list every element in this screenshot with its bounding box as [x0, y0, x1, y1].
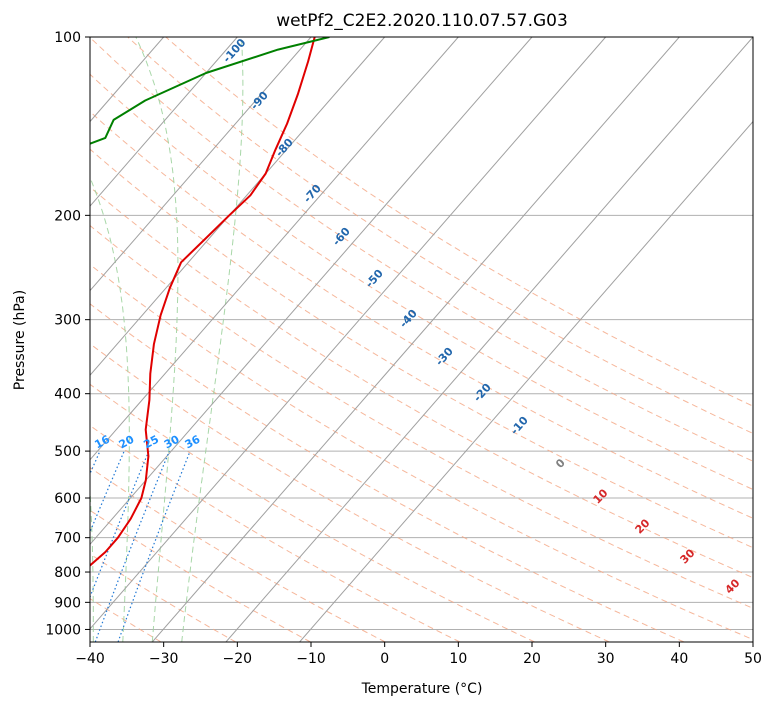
mixing-ratio-label: 8: [24, 434, 37, 449]
x-tick-label: 50: [744, 651, 762, 667]
mixing-ratio-label: 25: [141, 433, 161, 452]
y-axis-label: Pressure (hPa): [12, 290, 28, 390]
y-tick-label: 200: [54, 208, 81, 224]
plot-area: [90, 37, 753, 642]
dry-adiabat: [90, 553, 237, 642]
mixing-ratio-label: 16: [92, 433, 112, 452]
moist-adiabat: [0, 37, 5, 642]
x-tick-label: −20: [223, 651, 253, 667]
plot-frame: [89, 36, 754, 643]
dry-adiabat: [90, 424, 461, 642]
dry-adiabat: [0, 37, 12, 642]
moist-adiabat: [135, 37, 179, 642]
moist-adiabat: [90, 176, 130, 642]
isotherm: [225, 37, 753, 642]
mixing-ratio-line: [94, 450, 170, 642]
y-tick-label: 400: [54, 387, 81, 403]
dry-adiabat: [90, 110, 753, 519]
dry-adiabat: [90, 598, 162, 642]
y-tick-label: 600: [54, 491, 81, 507]
y-tick-label: 300: [54, 313, 81, 329]
axes: −40 −30 −20 −10 0 10 20 30 40 50 100 200 300 400 500 60…: [45, 30, 762, 667]
dry-adiabat: [90, 73, 753, 491]
isotherm: [90, 37, 533, 546]
isotherm: [299, 120, 753, 642]
y-tick-label: 1000: [45, 622, 81, 638]
isotherm: [90, 37, 238, 207]
dry-adiabat: [90, 303, 685, 642]
x-tick-label: 0: [380, 651, 389, 667]
dry-adiabat: [90, 186, 753, 579]
mixing-ratio-line: [0, 451, 51, 642]
dry-adiabat: [90, 148, 753, 549]
moist-adiabat: [181, 37, 244, 642]
moist-adiabat: [90, 482, 94, 642]
moist-adiabat: [0, 37, 64, 642]
isotherm: [90, 37, 459, 461]
y-tick-label: 500: [54, 444, 81, 460]
x-tick-label: 40: [670, 651, 688, 667]
mixing-ratio-label: 30: [162, 433, 182, 452]
y-tick-label: 700: [54, 531, 81, 547]
x-tick-label: −30: [149, 651, 179, 667]
mixing-ratio-line: [0, 451, 28, 642]
y-tick-label: 900: [54, 595, 81, 611]
x-tick-label: −40: [75, 651, 105, 667]
chart-title: wetPf2_C2E2.2020.110.07.57.G03: [276, 11, 568, 31]
isotherm: [90, 37, 607, 630]
temperature-profile-line: [90, 37, 316, 567]
mixing-ratio-label: 20: [117, 433, 137, 452]
x-tick-label: 30: [597, 651, 615, 667]
dry-adiabat: [90, 224, 753, 609]
y-tick-label: 800: [54, 565, 81, 581]
isotherm: [90, 37, 312, 292]
dry-adiabat: [165, 37, 753, 407]
mixing-ratio-label: 36: [183, 433, 203, 452]
isotherm: [151, 37, 680, 642]
x-tick-label: 10: [449, 651, 467, 667]
isotherm: [90, 37, 386, 376]
profile-lines: [90, 37, 330, 567]
background-lines: [0, 37, 753, 642]
dry-adiabat: [90, 37, 753, 462]
x-tick-label: 20: [523, 651, 541, 667]
mixing-ratio-label: 6: [0, 434, 8, 449]
dry-adiabat: [90, 263, 753, 641]
x-tick-label: −10: [296, 651, 326, 667]
dry-adiabat: [90, 383, 535, 642]
x-axis-label: Temperature (°C): [361, 681, 483, 697]
y-tick-label: 100: [54, 30, 81, 46]
mixing-ratio-line: [117, 450, 191, 642]
